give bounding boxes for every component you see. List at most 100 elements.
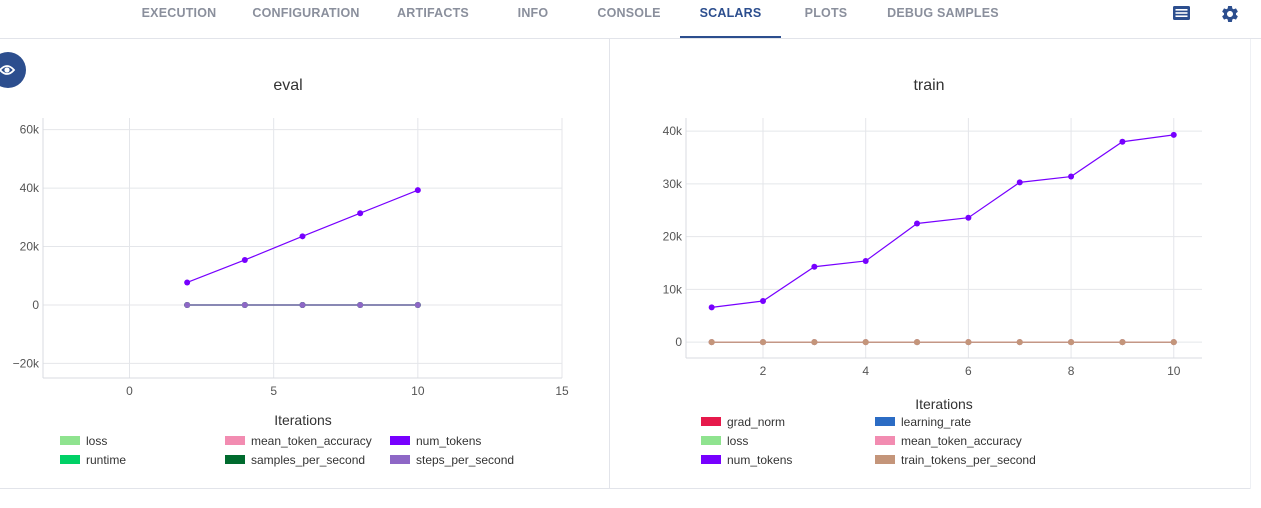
eval-point-num_tokens[interactable] [241, 256, 248, 263]
train-legend-swatch [875, 455, 895, 465]
train-point-num_tokens[interactable] [914, 220, 921, 227]
eval-y-tick-label: 0 [32, 298, 39, 312]
train-point-num_tokens[interactable] [1170, 131, 1177, 138]
eval-legend-item-runtime[interactable]: runtime [60, 452, 126, 468]
eval-y-tick-label: 60k [20, 123, 40, 137]
train-legend-swatch [701, 436, 721, 446]
eval-legend-label: runtime [86, 453, 127, 467]
train-y-tick-label: 20k [663, 230, 683, 244]
eval-point-steps_per_second[interactable] [184, 301, 191, 308]
tab-configuration[interactable]: CONFIGURATION [252, 6, 360, 20]
eye-icon [0, 65, 16, 75]
train-point-train_tokens_per_second[interactable] [1119, 339, 1126, 346]
eval-chart: 0 5 10 15 −20k 0 20k 40k 60k [13, 118, 569, 395]
train-legend-label: num_tokens [727, 453, 793, 467]
eval-legend-swatch [390, 455, 410, 465]
train-legend-item-num_tokens[interactable]: num_tokens [701, 452, 792, 468]
train-legend-label: loss [727, 434, 749, 448]
train-point-train_tokens_per_second[interactable] [1068, 339, 1075, 346]
train-series-line-num_tokens [711, 134, 1174, 308]
panel-divider [609, 39, 610, 489]
panel-bottom-border [0, 488, 1250, 489]
eval-y-tick-label: −20k [13, 356, 40, 370]
train-point-train_tokens_per_second[interactable] [1016, 339, 1023, 346]
train-legend-item-train_tokens_per_second[interactable]: train_tokens_per_second [875, 452, 1036, 468]
eval-legend-label: num_tokens [416, 434, 482, 448]
eval-legend-item-samples_per_second[interactable]: samples_per_second [225, 452, 365, 468]
train-y-tick-label: 40k [663, 124, 683, 138]
train-point-num_tokens[interactable] [708, 304, 715, 311]
train-legend-item-grad_norm[interactable]: grad_norm [701, 414, 785, 430]
train-point-num_tokens[interactable] [760, 298, 767, 305]
eval-legend-item-mean_token_accuracy[interactable]: mean_token_accuracy [225, 433, 372, 449]
tab-info[interactable]: INFO [517, 6, 549, 20]
list-view-icon[interactable] [1172, 4, 1194, 24]
tab-execution[interactable]: EXECUTION [141, 6, 217, 20]
train-point-num_tokens[interactable] [811, 263, 818, 270]
train-point-num_tokens[interactable] [965, 214, 972, 221]
eval-legend-item-loss[interactable]: loss [60, 433, 107, 449]
train-y-tick-label: 0 [675, 335, 682, 349]
train-legend-swatch [875, 436, 895, 446]
tab-plots[interactable]: PLOTS [804, 6, 848, 20]
train-legend-item-mean_token_accuracy[interactable]: mean_token_accuracy [875, 433, 1022, 449]
eval-legend-item-steps_per_second[interactable]: steps_per_second [390, 452, 514, 468]
eval-point-num_tokens[interactable] [184, 279, 191, 286]
eval-legend-swatch [60, 455, 80, 465]
panel-right-border [1250, 39, 1251, 489]
eval-legend-swatch [390, 436, 410, 446]
tab-artifacts[interactable]: ARTIFACTS [397, 6, 469, 20]
train-legend-item-learning_rate[interactable]: learning_rate [875, 414, 971, 430]
train-chart-title: train [913, 77, 945, 94]
tab-console[interactable]: CONSOLE [597, 6, 661, 20]
eval-point-steps_per_second[interactable] [414, 301, 421, 308]
train-x-tick-label: 4 [862, 364, 869, 378]
eval-point-num_tokens[interactable] [299, 233, 306, 240]
eval-x-tick-label: 10 [411, 384, 425, 395]
eval-legend-item-num_tokens[interactable]: num_tokens [390, 433, 481, 449]
train-point-train_tokens_per_second[interactable] [965, 339, 972, 346]
train-point-num_tokens[interactable] [1068, 173, 1075, 180]
tab-scalars[interactable]: SCALARS [680, 0, 781, 38]
eval-point-steps_per_second[interactable] [299, 301, 306, 308]
eye-toggle-button[interactable] [0, 52, 26, 88]
eval-point-num_tokens[interactable] [414, 187, 421, 194]
train-point-train_tokens_per_second[interactable] [914, 339, 921, 346]
tab-bar: EXECUTION CONFIGURATION ARTIFACTS INFO C… [0, 0, 1261, 39]
train-x-tick-label: 6 [965, 364, 972, 378]
eval-y-tick-label: 40k [20, 181, 40, 195]
train-point-train_tokens_per_second[interactable] [811, 339, 818, 346]
train-legend-swatch [701, 417, 721, 427]
train-legend-label: mean_token_accuracy [901, 434, 1022, 448]
eval-legend-swatch [60, 436, 80, 446]
eval-legend-swatch [225, 455, 245, 465]
eval-x-tick-label: 15 [555, 384, 569, 395]
train-legend-swatch [701, 455, 721, 465]
train-point-train_tokens_per_second[interactable] [1170, 339, 1177, 346]
train-legend-label: grad_norm [727, 415, 786, 429]
train-point-num_tokens[interactable] [1119, 138, 1126, 145]
settings-gear-icon[interactable] [1220, 4, 1242, 24]
train-x-tick-label: 2 [760, 364, 767, 378]
train-legend-item-loss[interactable]: loss [701, 433, 748, 449]
eval-legend-label: mean_token_accuracy [251, 434, 372, 448]
train-point-train_tokens_per_second[interactable] [862, 339, 869, 346]
train-legend-swatch [875, 417, 895, 427]
eval-y-tick-label: 20k [20, 240, 40, 254]
eval-point-steps_per_second[interactable] [241, 301, 248, 308]
eval-point-steps_per_second[interactable] [357, 301, 364, 308]
train-point-train_tokens_per_second[interactable] [760, 339, 767, 346]
train-x-axis-title: Iterations [915, 396, 973, 412]
train-legend-label: train_tokens_per_second [901, 453, 1036, 467]
train-y-tick-label: 10k [663, 282, 683, 296]
eval-point-num_tokens[interactable] [357, 210, 364, 217]
eval-legend-label: steps_per_second [416, 453, 515, 467]
tab-debug-samples[interactable]: DEBUG SAMPLES [887, 6, 999, 20]
train-legend-label: learning_rate [901, 415, 972, 429]
train-point-num_tokens[interactable] [862, 257, 869, 264]
eval-x-axis-title: Iterations [274, 412, 332, 428]
train-y-tick-label: 30k [663, 177, 683, 191]
train-point-num_tokens[interactable] [1016, 179, 1023, 186]
train-point-train_tokens_per_second[interactable] [708, 339, 715, 346]
eval-x-tick-label: 0 [126, 384, 133, 395]
